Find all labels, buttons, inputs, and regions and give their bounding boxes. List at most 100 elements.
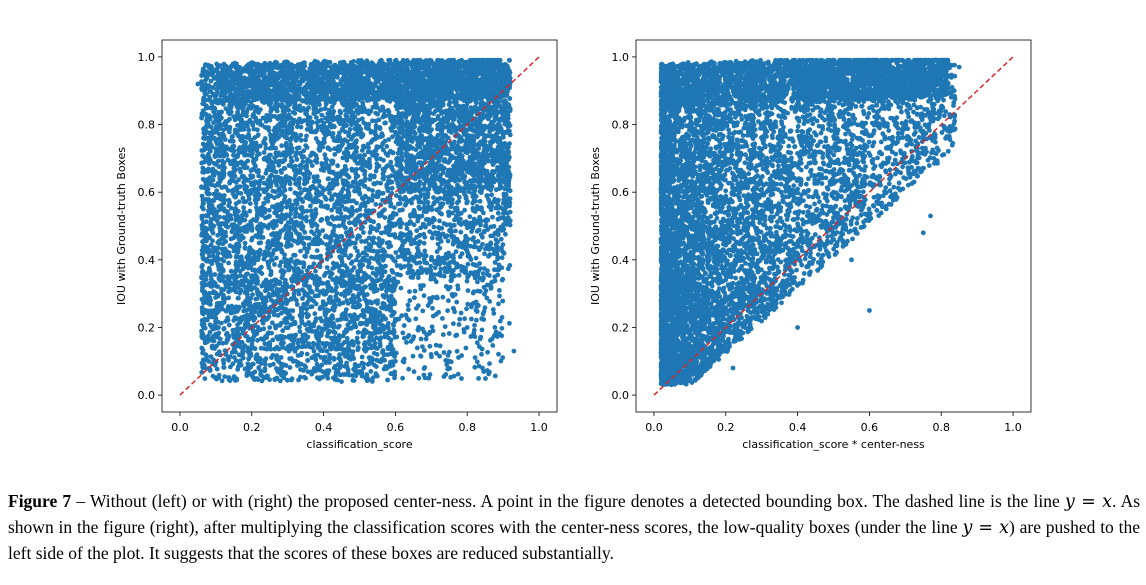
- left-scatter-point: [458, 310, 464, 316]
- left-scatter-point: [500, 134, 506, 140]
- left-scatter-point: [412, 295, 417, 301]
- left-scatter-point: [361, 365, 366, 371]
- left-scatter-point: [463, 345, 469, 351]
- left-scatter-point: [346, 133, 351, 139]
- left-scatter-point: [199, 148, 205, 153]
- left-scatter-point: [344, 265, 350, 271]
- left-scatter-point: [302, 253, 308, 259]
- left-scatter-point: [488, 233, 494, 239]
- left-scatter-point: [482, 305, 488, 311]
- left-scatter-point: [442, 324, 448, 329]
- left-scatter-point: [480, 234, 485, 240]
- left-scatter-point: [312, 311, 318, 317]
- left-scatter-point: [355, 269, 360, 274]
- left-scatter-point: [416, 375, 422, 381]
- left-scatter-point: [274, 366, 279, 371]
- left-scatter-point: [343, 225, 348, 231]
- left-scatter-point: [252, 369, 258, 375]
- left-scatter-point: [437, 353, 442, 359]
- left-scatter-point: [456, 272, 462, 278]
- left-scatter-point: [304, 218, 309, 224]
- left-scatter-point: [200, 262, 205, 268]
- left-scatter-point: [494, 230, 500, 236]
- left-scatter-point: [251, 126, 257, 132]
- left-scatter-point: [293, 206, 299, 212]
- left-scatter-point: [300, 296, 305, 301]
- left-scatter-point: [270, 337, 276, 343]
- left-scatter-point: [474, 263, 479, 268]
- left-scatter-point: [406, 307, 411, 313]
- left-scatter-point: [488, 286, 494, 291]
- left-scatter-point: [429, 235, 435, 241]
- left-scatter-point: [404, 340, 409, 345]
- left-scatter-point: [242, 240, 248, 246]
- left-scatter-point: [506, 57, 512, 63]
- left-scatter-point: [270, 188, 276, 194]
- left-scatter-point: [497, 288, 502, 293]
- left-scatter-point: [445, 308, 450, 314]
- left-scatter-point: [401, 359, 407, 365]
- left-scatter-point: [269, 330, 274, 336]
- left-scatter-point: [305, 369, 311, 375]
- left-scatter-point: [394, 334, 400, 340]
- left-scatter-point: [199, 232, 205, 238]
- left-scatter-point: [447, 100, 453, 105]
- left-scatter-point: [211, 173, 217, 178]
- left-scatter-point: [326, 328, 332, 334]
- left-scatter-point: [303, 137, 308, 143]
- left-scatter-point: [387, 57, 393, 63]
- left-scatter-point: [474, 228, 480, 234]
- left-scatter-point: [293, 261, 299, 267]
- left-scatter-point: [202, 376, 208, 381]
- left-scatter-point: [304, 214, 309, 220]
- left-scatter-point: [492, 325, 498, 330]
- left-scatter-point: [428, 352, 434, 357]
- left-scatter-point: [405, 302, 411, 308]
- left-scatter-point: [266, 127, 272, 133]
- left-scatter-point: [472, 322, 477, 328]
- left-scatter-point: [482, 251, 487, 257]
- left-scatter-point: [272, 132, 277, 138]
- left-scatter-point: [215, 250, 221, 256]
- left-scatter-point: [427, 300, 433, 305]
- left-scatter-plot: 0.0 0.2 0.4 0.6 0.8 1.0 0.00.20.40.60.81.0 cl…: [115, 39, 558, 451]
- left-scatter-point: [393, 250, 399, 255]
- left-scatter-point: [490, 214, 495, 220]
- left-scatter-point: [414, 228, 420, 234]
- left-scatter-point: [244, 371, 250, 376]
- left-scatter-point: [262, 366, 268, 371]
- left-scatter-point: [258, 240, 264, 246]
- left-scatter-point: [227, 180, 233, 186]
- left-scatter-point: [421, 240, 427, 246]
- left-scatter-point: [470, 200, 476, 206]
- left-scatter-point: [218, 290, 224, 296]
- left-scatter-point: [256, 173, 261, 179]
- left-scatter-point: [258, 345, 264, 351]
- left-scatter-point: [235, 367, 241, 372]
- left-scatter-point: [295, 124, 300, 130]
- left-scatter-point: [314, 248, 320, 254]
- left-scatter-point: [446, 331, 452, 336]
- left-scatter-point: [440, 332, 446, 337]
- left-scatter-point: [354, 257, 359, 263]
- left-scatter-point: [437, 218, 442, 224]
- left-scatter-point: [355, 340, 361, 346]
- left-scatter-point: [384, 144, 390, 149]
- left-scatter-point: [443, 284, 449, 289]
- left-scatter-point: [430, 231, 436, 237]
- left-scatter-point: [261, 150, 267, 155]
- left-scatter-point: [291, 176, 297, 182]
- left-scatter-point: [411, 334, 417, 340]
- left-scatter-point: [433, 342, 439, 348]
- left-scatter-point: [404, 316, 410, 321]
- left-scatter-point: [214, 366, 220, 372]
- left-scatter-point: [441, 350, 447, 355]
- left-scatter-point: [462, 316, 467, 322]
- left-scatter-point: [421, 187, 427, 192]
- left-scatter-point: [457, 316, 463, 322]
- left-scatter-point: [467, 214, 473, 220]
- left-scatter-point: [445, 366, 451, 372]
- left-scatter-point: [454, 299, 460, 305]
- left-scatter-point: [247, 201, 253, 207]
- left-scatter-point: [500, 276, 506, 282]
